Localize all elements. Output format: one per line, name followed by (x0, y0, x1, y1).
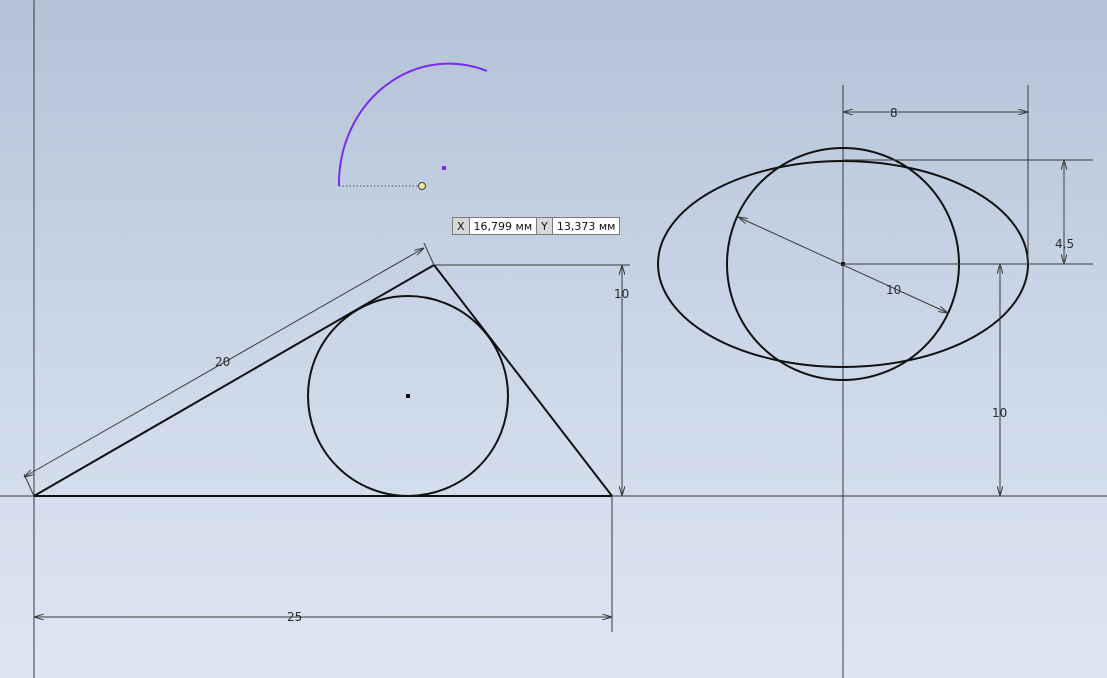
dimension-circle-diameter[interactable] (738, 217, 948, 313)
arc-center-point[interactable] (442, 166, 446, 170)
dimension-base-label[interactable]: 25 (287, 610, 302, 624)
dimension-hypotenuse-label[interactable]: 20 (215, 355, 230, 369)
y-coordinate-label: Y (537, 217, 553, 235)
dimension-triangle-height[interactable] (434, 264, 630, 496)
dimension-ellipse-height[interactable] (843, 264, 1012, 497)
dimension-triangle-height-label[interactable]: 10 (614, 287, 629, 301)
dimension-ellipse-offset-label[interactable]: 8 (890, 106, 898, 120)
x-coordinate-label: X (452, 217, 470, 235)
triangle-right-line[interactable] (433, 264, 613, 497)
dimension-ellipse-height-label[interactable]: 10 (992, 406, 1007, 420)
coordinate-input-box[interactable]: X 16,799 мм Y 13,373 мм (452, 217, 621, 235)
dimension-base[interactable] (34, 496, 613, 632)
dimension-hypotenuse[interactable] (24, 242, 435, 497)
x-coordinate-field[interactable]: 16,799 мм (469, 217, 538, 235)
cursor-snap-point[interactable] (418, 182, 426, 190)
y-coordinate-field[interactable]: 13,373 мм (552, 217, 621, 235)
dimension-ellipse-minor-label[interactable]: 4,5 (1055, 237, 1074, 251)
active-arc[interactable] (337, 62, 488, 187)
dimension-circle-diameter-label[interactable]: 10 (886, 283, 901, 297)
dimension-ellipse-minor[interactable] (843, 159, 1093, 264)
triangle-hypotenuse-line[interactable] (33, 264, 435, 497)
triangle[interactable] (33, 264, 613, 497)
inscribed-circle-center[interactable] (406, 394, 410, 398)
dimension-ellipse-offset[interactable] (843, 85, 1029, 264)
